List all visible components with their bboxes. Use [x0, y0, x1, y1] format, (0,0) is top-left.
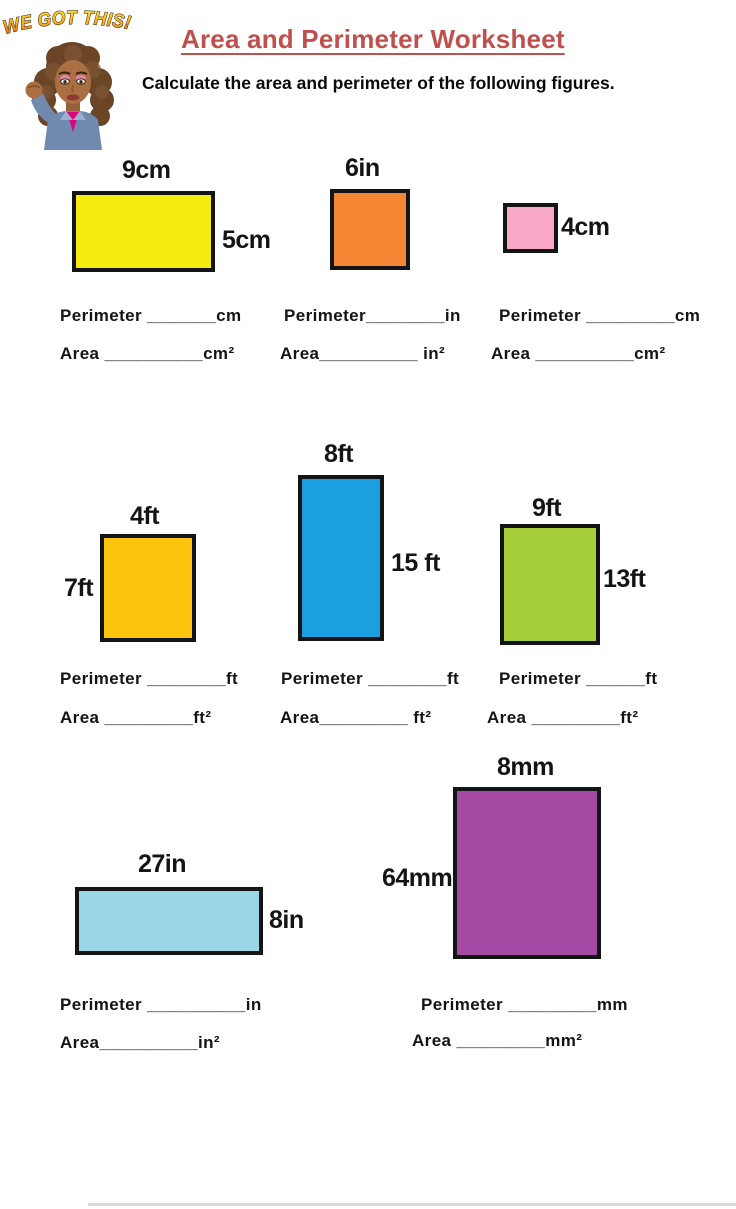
area-blank-7[interactable]: Area__________in² [60, 1033, 220, 1052]
logo-graphic: WE GOT THIS! [2, 7, 133, 150]
area-blank-2[interactable]: Area__________ in² [280, 344, 446, 363]
figure-purple-rectangle [453, 787, 601, 959]
perimeter-blank-8[interactable]: Perimeter _________mm [421, 995, 628, 1014]
figure-yellow-rectangle [72, 191, 215, 272]
dim-label-side: 13ft [603, 565, 646, 593]
figure-lightblue-rectangle [75, 887, 263, 955]
dim-label-side: 5cm [222, 226, 271, 254]
area-blank-5[interactable]: Area_________ ft² [280, 708, 432, 727]
dim-label-top: 27in [138, 850, 187, 878]
dim-label-top: 8ft [324, 440, 354, 468]
dim-label-top: 9ft [532, 494, 562, 522]
dim-label-side: 64mm [382, 864, 453, 892]
figure-green-rectangle [500, 524, 600, 645]
area-blank-6[interactable]: Area _________ft² [487, 708, 639, 727]
logo-text: WE GOT THIS! [2, 7, 133, 39]
avatar-illustration [25, 42, 114, 150]
page-bottom-edge [88, 1203, 736, 1206]
figure-pink-square [503, 203, 558, 253]
dim-label-side: 4cm [561, 213, 610, 241]
area-blank-3[interactable]: Area __________cm² [491, 344, 666, 363]
we-got-this-logo: WE GOT THIS! [2, 2, 138, 152]
perimeter-blank-3[interactable]: Perimeter _________cm [499, 306, 701, 325]
figure-gold-rectangle [100, 534, 196, 642]
perimeter-blank-1[interactable]: Perimeter _______cm [60, 306, 242, 325]
dim-label-top: 6in [345, 154, 380, 182]
perimeter-blank-7[interactable]: Perimeter __________in [60, 995, 262, 1014]
perimeter-blank-2[interactable]: Perimeter________in [284, 306, 461, 325]
figure-blue-rectangle [298, 475, 384, 641]
perimeter-blank-5[interactable]: Perimeter ________ft [281, 669, 460, 688]
dim-label-side: 8in [269, 906, 304, 934]
instruction-text: Calculate the area and perimeter of the … [142, 73, 615, 93]
page-title: Area and Perimeter Worksheet [181, 24, 565, 54]
dim-label-side: 15 ft [391, 549, 440, 577]
area-blank-1[interactable]: Area __________cm² [60, 344, 235, 363]
logo-text-glyphs: WE GOT THIS! [2, 8, 133, 39]
dim-label-top: 4ft [130, 502, 160, 530]
perimeter-blank-4[interactable]: Perimeter ________ft [60, 669, 239, 688]
area-blank-8[interactable]: Area _________mm² [412, 1031, 583, 1050]
area-blank-4[interactable]: Area _________ft² [60, 708, 212, 727]
figure-orange-square [330, 189, 410, 270]
dim-label-top: 8mm [497, 753, 554, 781]
perimeter-blank-6[interactable]: Perimeter ______ft [499, 669, 658, 688]
dim-label-side: 7ft [64, 574, 94, 602]
dim-label-top: 9cm [122, 156, 171, 184]
